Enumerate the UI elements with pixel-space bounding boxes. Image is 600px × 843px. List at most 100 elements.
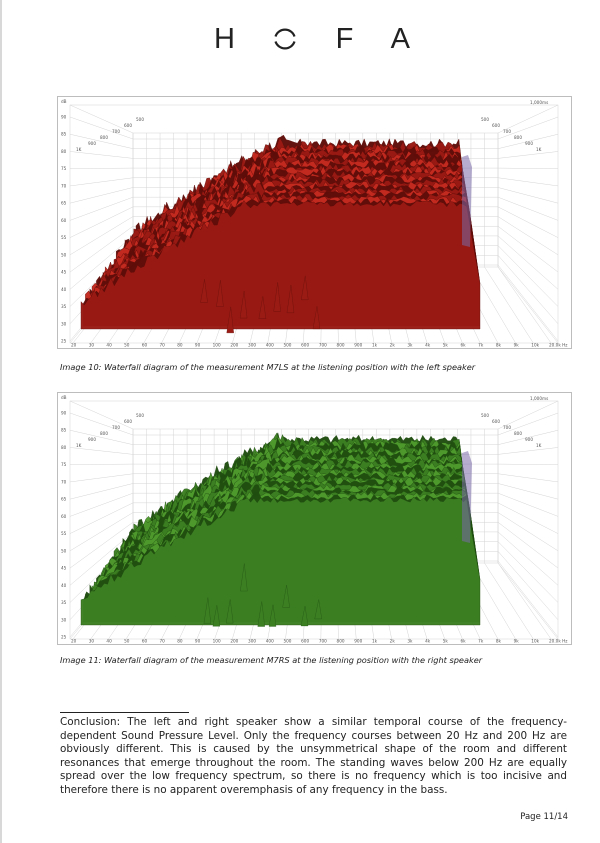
y-tick-label: 80 <box>61 445 67 450</box>
y-tick-label: 30 <box>61 321 67 326</box>
x-tick-label: 70 <box>160 639 166 644</box>
edge-line <box>497 266 559 344</box>
y-tick-label: 50 <box>61 252 67 257</box>
freq-grid-line <box>497 562 552 640</box>
db-level-line <box>69 522 134 569</box>
waterfall-plot-left: 90 85 80 75 70 65 60 55 50 45 40 35 30 25 dB 20 30 40 50 60… <box>61 99 568 348</box>
db-level-line <box>69 512 134 552</box>
front-frame <box>69 400 559 640</box>
db-level-line <box>497 151 559 159</box>
db-level-line <box>69 447 134 455</box>
db-level-line <box>497 255 559 324</box>
y-unit-label: dB <box>61 99 67 104</box>
time-tick-right: 600 <box>492 419 500 424</box>
db-level-line <box>69 216 134 256</box>
y-tick-label: 85 <box>61 428 67 433</box>
x-tick-label: 200 <box>230 639 238 644</box>
freq-grid-line <box>484 266 534 344</box>
x-tick-label: 300 <box>248 639 256 644</box>
db-level-line <box>69 473 134 483</box>
waterfall-shard <box>273 282 281 312</box>
db-level-line <box>497 167 559 169</box>
time-tick-left: 800 <box>100 431 108 436</box>
x-tick-label: 8k <box>496 343 502 348</box>
x-tick-label: 70 <box>160 343 166 348</box>
time-tick-left: 1K <box>76 443 82 448</box>
db-level-line <box>497 463 559 465</box>
waterfall-shard <box>212 605 221 627</box>
edge-line <box>497 400 559 430</box>
waterfall-shard <box>239 290 248 319</box>
x-tick-label: 700 <box>319 343 327 348</box>
y-tick-label: 90 <box>61 115 67 120</box>
x-tick-label: 3k <box>407 343 413 348</box>
time-tick-right: 900 <box>525 141 533 146</box>
y-tick-label: 50 <box>61 548 67 553</box>
db-level-line <box>497 560 559 638</box>
x-tick-label: 60 <box>142 343 148 348</box>
x-tick-label: 90 <box>195 639 201 644</box>
edge-line <box>497 562 559 640</box>
y-tick-label: 60 <box>61 514 67 519</box>
db-level-line <box>69 531 134 586</box>
time-tick-left: 500 <box>136 413 144 418</box>
db-level-line <box>69 502 134 534</box>
logo-letter-f: F <box>335 22 354 55</box>
x-tick-label: 9k <box>514 343 520 348</box>
db-level-line <box>497 492 559 517</box>
freq-grid-line <box>497 266 552 344</box>
waterfall-shard <box>258 296 267 319</box>
db-level-line <box>497 187 559 204</box>
db-level-line <box>69 463 134 465</box>
waterfall-shard <box>300 606 309 627</box>
freq-grid-line <box>484 562 534 640</box>
db-level-line <box>69 151 134 159</box>
x-tick-label: 400 <box>266 639 274 644</box>
x-tick-label: 500 <box>283 343 291 348</box>
x-tick-label: 7k <box>478 639 484 644</box>
db-level-line <box>497 264 559 342</box>
y-tick-label: 35 <box>61 600 67 605</box>
x-tick-label: 2k <box>390 343 396 348</box>
waterfall-chart-left-speaker: 90 85 80 75 70 65 60 55 50 45 40 35 30 25 dB 20 30 40 50 60… <box>57 96 572 349</box>
x-tick-label: 800 <box>337 343 345 348</box>
x-tick-label: 50 <box>124 343 130 348</box>
waterfall-shard <box>226 306 234 334</box>
x-tick-label: 2k <box>390 639 396 644</box>
front-frame <box>69 104 559 344</box>
waterfall-shard <box>312 306 321 330</box>
x-tick-label: 80 <box>177 639 183 644</box>
db-level-line <box>69 235 134 290</box>
time-tick-right: 1K <box>536 147 542 152</box>
time-tick-right: 800 <box>514 431 522 436</box>
x-tick-label: 80 <box>177 343 183 348</box>
db-level-line <box>69 187 134 204</box>
figure-caption-left: Image 10: Waterfall diagram of the measu… <box>60 362 476 372</box>
db-level-line <box>497 473 559 483</box>
db-level-line <box>497 447 559 455</box>
y-tick-label: 55 <box>61 235 67 240</box>
x-tick-label: 20 <box>71 343 77 348</box>
waterfall-surface <box>80 134 481 334</box>
time-range-label: 1,000ms <box>530 100 548 105</box>
db-level-line <box>497 235 559 290</box>
waterfall-shard <box>203 597 212 624</box>
x-tick-label: 7k <box>478 343 484 348</box>
x-tick-label: 300 <box>248 343 256 348</box>
db-level-line <box>69 196 134 221</box>
x-tick-label: 5k <box>443 639 449 644</box>
x-tick-label: 4k <box>425 343 431 348</box>
time-tick-right: 500 <box>481 117 489 122</box>
db-level-line <box>497 531 559 586</box>
waterfall-plot-right: 90 85 80 75 70 65 60 55 50 45 40 35 30 25 dB 20 30 40 50 60… <box>61 395 568 644</box>
waterfall-chart-right-speaker: 90 85 80 75 70 65 60 55 50 45 40 35 30 25 dB 20 30 40 50 60… <box>57 392 572 645</box>
y-tick-label: 40 <box>61 287 67 292</box>
db-level-line <box>497 116 559 140</box>
db-level-line <box>497 429 559 445</box>
x-tick-label: 40 <box>106 343 112 348</box>
x-tick-label: 20.0k Hz <box>549 343 568 348</box>
time-tick-left: 500 <box>136 117 144 122</box>
x-tick-label: 1k <box>372 639 378 644</box>
x-tick-label: 5k <box>443 343 449 348</box>
x-tick-label: 800 <box>337 639 345 644</box>
